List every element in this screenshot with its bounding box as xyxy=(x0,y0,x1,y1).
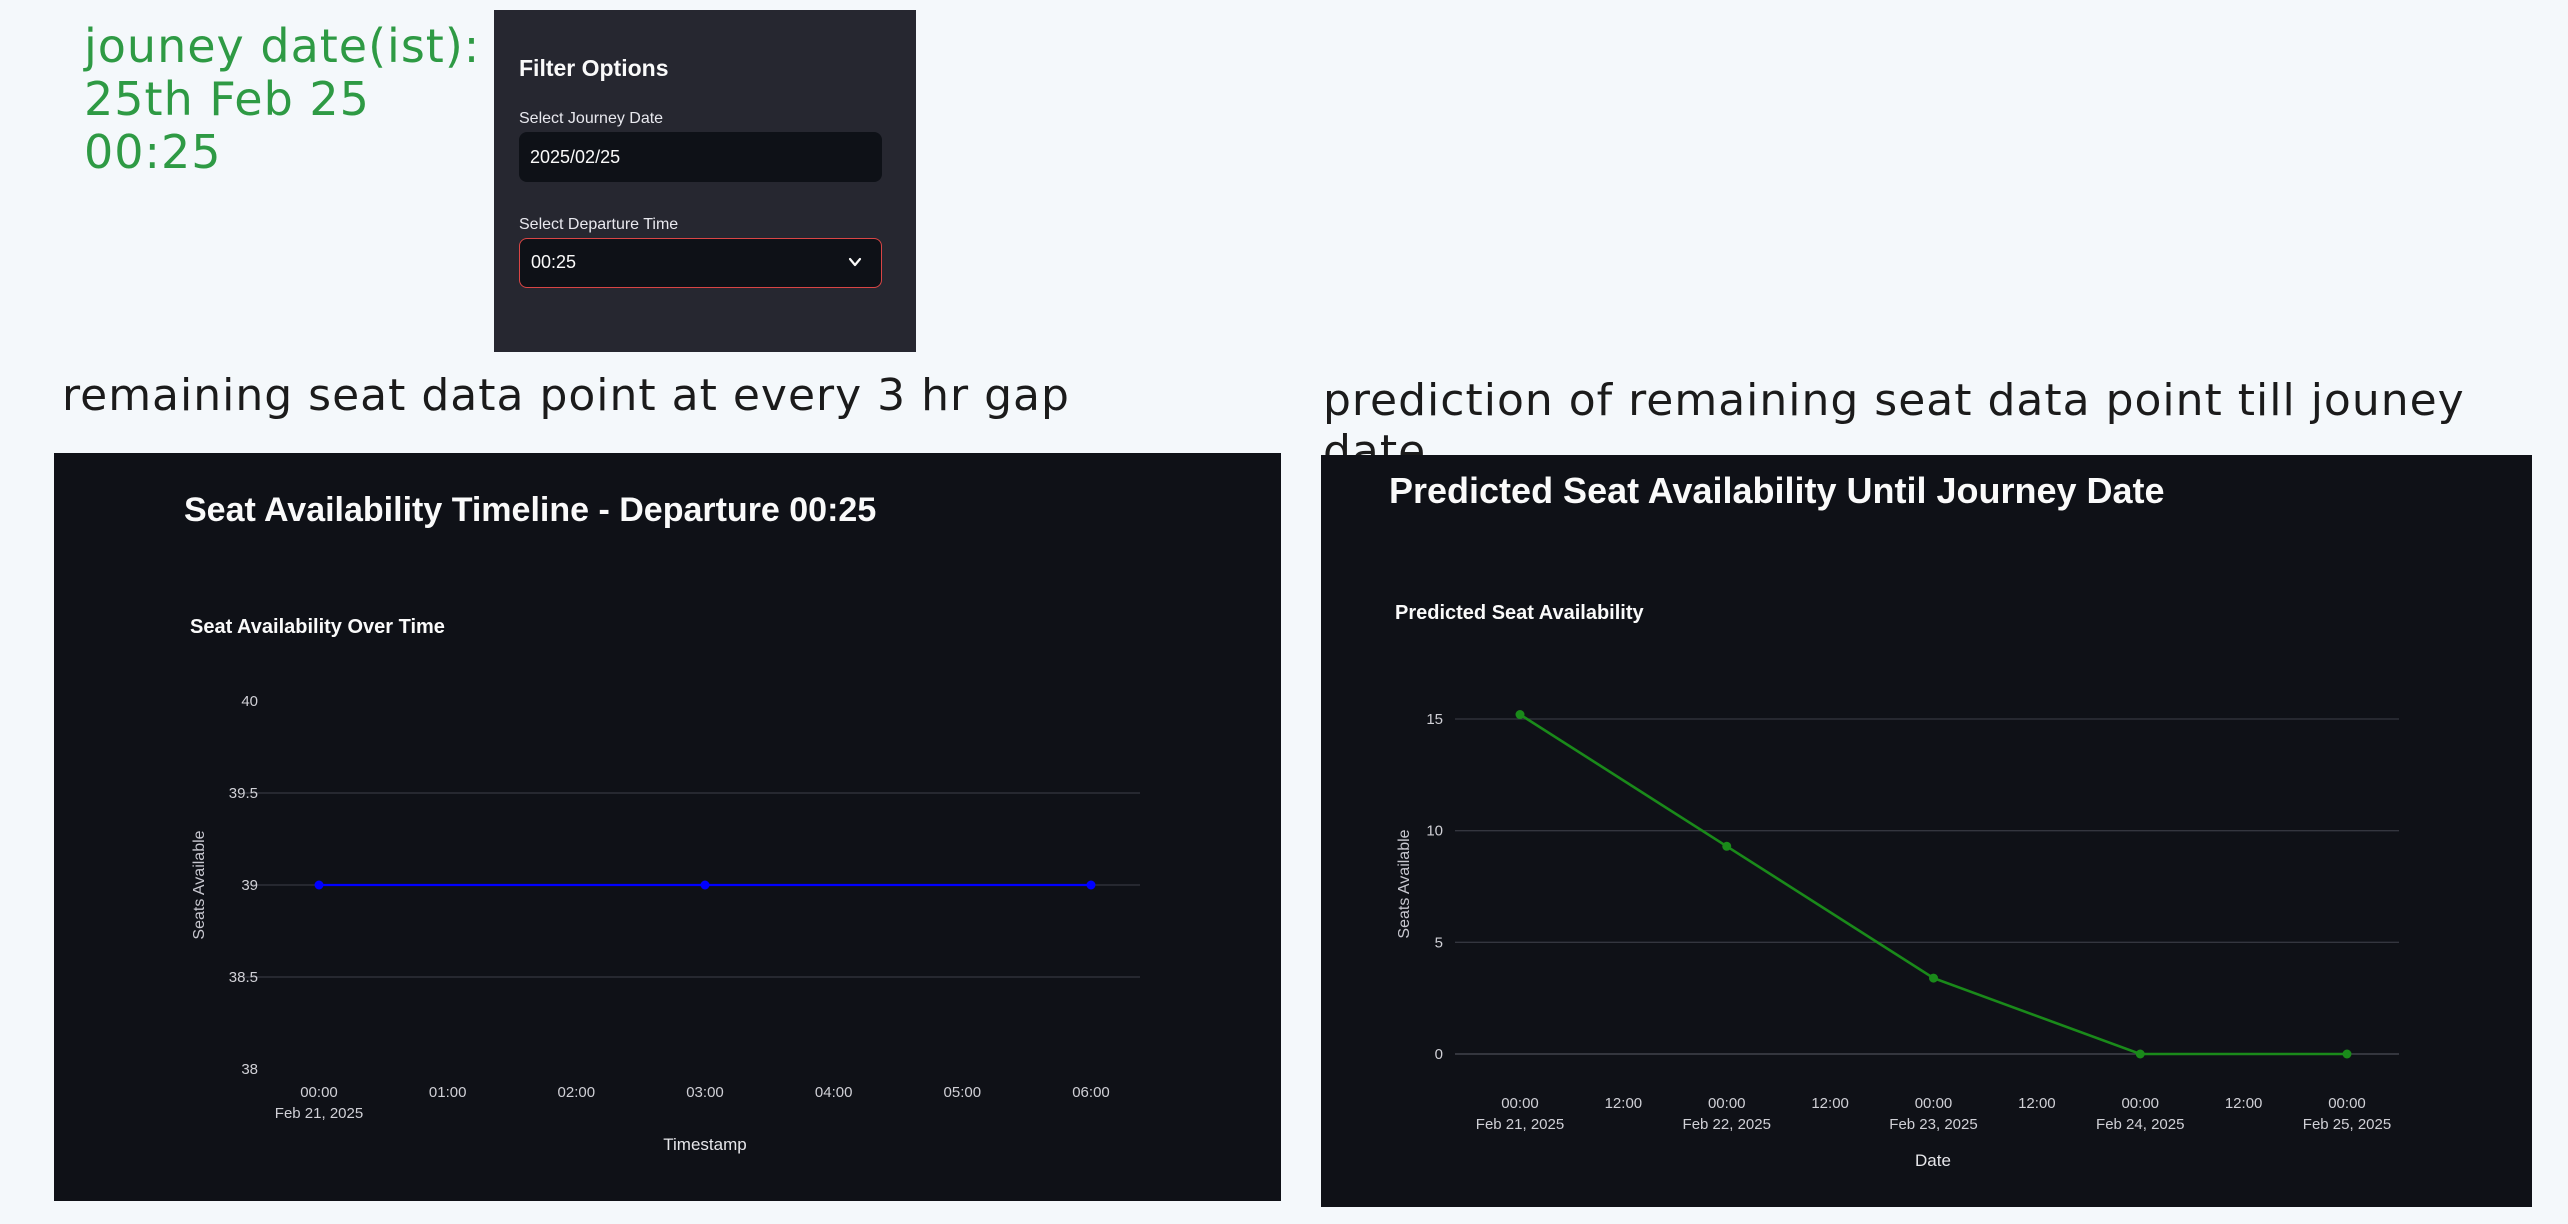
y-tick-label: 38.5 xyxy=(229,969,258,986)
left-y-axis-label: Seats Available xyxy=(191,830,208,939)
seat-timeline-panel: Seat Availability Timeline - Departure 0… xyxy=(54,453,1281,1201)
departure-time-label: Select Departure Time xyxy=(519,216,679,233)
right-x-axis-label: Date xyxy=(1915,1151,1951,1170)
x-tick-sublabel: Feb 24, 2025 xyxy=(2096,1116,2184,1133)
right-chart-title: Predicted Seat Availability xyxy=(1395,602,1644,624)
predicted-seat-panel: Predicted Seat Availability Until Journe… xyxy=(1321,455,2532,1207)
x-tick-label: 06:00 xyxy=(1072,1084,1110,1101)
data-point xyxy=(1929,973,1938,983)
x-tick-label: 03:00 xyxy=(686,1084,724,1101)
x-tick-label: 01:00 xyxy=(429,1084,467,1101)
y-tick-label: 15 xyxy=(1426,711,1443,728)
departure-time-value: 00:25 xyxy=(531,252,577,272)
filter-panel: Filter Options Select Journey Date 2025/… xyxy=(494,10,916,352)
data-point xyxy=(1722,841,1732,851)
x-tick-label: 12:00 xyxy=(2225,1095,2263,1112)
journey-date-note-line: 25th Feb 25 xyxy=(84,72,370,126)
left-chart-title: Seat Availability Over Time xyxy=(190,616,445,638)
data-point xyxy=(2342,1049,2352,1059)
data-point xyxy=(314,880,324,890)
journey-date-note: jouney date(ist): 25th Feb 25 00:25 xyxy=(84,20,480,179)
predicted-seat-chart: Predicted Seat Availability Until Journe… xyxy=(1389,470,2399,1170)
x-tick-label: 00:00 xyxy=(1501,1095,1539,1112)
data-point xyxy=(700,880,710,890)
filter-panel-title: Filter Options xyxy=(519,55,669,81)
journey-date-input[interactable]: 2025/02/25 xyxy=(519,132,882,182)
x-tick-label: 05:00 xyxy=(944,1084,982,1101)
journey-date-note-line: 00:25 xyxy=(84,125,222,179)
chevron-down-icon[interactable] xyxy=(847,239,863,305)
seat-timeline-chart: Seat Availability Timeline - Departure 0… xyxy=(184,491,1140,1154)
right-panel-heading: Predicted Seat Availability Until Journe… xyxy=(1389,470,2165,511)
departure-time-select[interactable]: 00:25 xyxy=(519,238,882,288)
x-tick-label: 04:00 xyxy=(815,1084,853,1101)
x-tick-label: 00:00 xyxy=(2328,1095,2366,1112)
right-y-axis-label: Seats Available xyxy=(1396,829,1413,938)
left-panel-heading: Seat Availability Timeline - Departure 0… xyxy=(184,491,876,529)
data-point xyxy=(2135,1049,2145,1059)
data-point xyxy=(1086,880,1096,890)
left-caption: remaining seat data point at every 3 hr … xyxy=(62,370,1070,421)
right-caption: prediction of remaining seat data point … xyxy=(1323,375,2465,477)
x-tick-label: 00:00 xyxy=(1708,1095,1746,1112)
y-tick-label: 39 xyxy=(241,877,258,894)
x-tick-label: 12:00 xyxy=(2018,1095,2056,1112)
left-x-axis-label: Timestamp xyxy=(663,1135,746,1154)
x-tick-sublabel: Feb 21, 2025 xyxy=(1476,1116,1564,1133)
x-tick-sublabel: Feb 25, 2025 xyxy=(2303,1116,2391,1133)
y-tick-label: 38 xyxy=(241,1061,258,1078)
journey-date-label: Select Journey Date xyxy=(519,110,664,127)
x-tick-sublabel: Feb 22, 2025 xyxy=(1683,1116,1771,1133)
x-tick-label: 00:00 xyxy=(1915,1095,1953,1112)
y-tick-label: 0 xyxy=(1435,1046,1443,1063)
x-tick-sublabel: Feb 21, 2025 xyxy=(275,1105,363,1122)
x-tick-label: 12:00 xyxy=(1811,1095,1849,1112)
x-tick-label: 02:00 xyxy=(558,1084,596,1101)
series-line xyxy=(1519,713,2347,1056)
x-tick-label: 00:00 xyxy=(300,1084,338,1101)
journey-date-note-line: jouney date(ist): xyxy=(84,19,481,73)
y-tick-label: 40 xyxy=(241,693,258,710)
y-tick-label: 10 xyxy=(1426,823,1443,840)
x-tick-label: 00:00 xyxy=(2121,1095,2159,1112)
x-tick-sublabel: Feb 23, 2025 xyxy=(1889,1116,1977,1133)
data-point xyxy=(1515,710,1525,720)
y-tick-label: 5 xyxy=(1435,934,1443,951)
x-tick-label: 12:00 xyxy=(1605,1095,1643,1112)
y-tick-label: 39.5 xyxy=(229,785,258,802)
